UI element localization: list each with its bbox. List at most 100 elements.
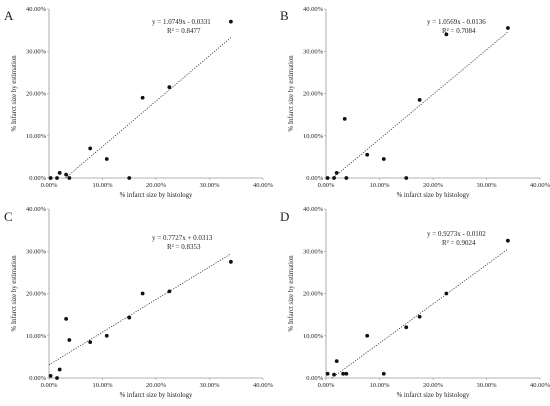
data-point: [325, 371, 330, 376]
chart-panel-c: C 0.00% 10.00% 20.00% 30.00% 40.00% 0.00% 10.00…: [4, 206, 274, 399]
y-tick-label: 10.00%: [26, 333, 47, 340]
data-point: [127, 176, 132, 180]
panel-letter: B: [280, 8, 289, 23]
data-point: [140, 95, 145, 100]
y-tick-label: 30.00%: [26, 248, 47, 255]
data-point: [104, 333, 109, 338]
panel-letter: D: [280, 209, 289, 224]
y-tick-label: 40.00%: [303, 206, 324, 213]
data-point: [55, 176, 59, 180]
data-point: [417, 97, 422, 102]
data-point: [342, 116, 347, 121]
x-tick-label: 30.00%: [476, 182, 497, 189]
x-tick-label: 20.00%: [423, 182, 444, 189]
y-tick-label: 10.00%: [303, 333, 324, 340]
y-tick-label: 30.00%: [303, 48, 324, 55]
data-point: [404, 176, 409, 180]
trendline: [48, 253, 232, 366]
data-point: [167, 289, 172, 294]
x-tick-label: 20.00%: [146, 182, 167, 189]
y-tick-label: 40.00%: [26, 206, 47, 213]
x-tick-label: 30.00%: [199, 382, 220, 389]
y-tick-label: 0.00%: [29, 375, 46, 382]
y-tick-label: 20.00%: [303, 291, 324, 298]
y-tick-label: 0.00%: [29, 175, 46, 182]
data-point: [334, 171, 339, 175]
data-point: [64, 172, 69, 177]
x-axis-title: % infarct size by histology: [397, 192, 470, 199]
y-tick-label: 0.00%: [306, 375, 323, 382]
x-tick-label: 10.00%: [369, 182, 390, 189]
x-tick-label: 30.00%: [476, 382, 497, 389]
x-axis-title: % infarct size by histology: [397, 392, 470, 399]
trendline: [65, 37, 232, 179]
data-point: [344, 176, 349, 180]
data-point: [404, 325, 409, 330]
data-point: [332, 372, 336, 377]
x-axis-title: % infarct size by histology: [120, 392, 193, 399]
trendline-equation: y = 1.0749x - 0.0331: [152, 18, 211, 26]
data-point: [334, 359, 339, 363]
data-point: [365, 152, 370, 157]
data-point: [48, 373, 53, 378]
chart-panel-a: A 0.00% 10.00% 20.00% 30.00% 40.00% 0.00% 10.00…: [4, 6, 274, 199]
y-axis-title: % Infarct size by estimation: [288, 255, 295, 332]
data-point: [341, 371, 346, 376]
y-tick-label: 40.00%: [303, 6, 324, 13]
x-tick-label: 10.00%: [92, 382, 113, 389]
x-tick-label: 20.00%: [423, 382, 444, 389]
data-point: [325, 176, 330, 180]
y-axis-title: % Infarct size by estimation: [11, 255, 18, 332]
data-point: [57, 367, 62, 372]
r-squared: R² = 0.8353: [167, 243, 201, 251]
x-tick-label: 40.00%: [253, 182, 274, 189]
trendline-equation: y = 0.7727x + 0.0313: [152, 234, 213, 242]
data-point: [229, 259, 233, 264]
data-point: [444, 291, 449, 296]
trendline-equation: y = 0.9273x - 0.0102: [427, 230, 486, 238]
y-tick-label: 20.00%: [303, 91, 324, 98]
data-point: [381, 157, 386, 161]
x-tick-label: 10.00%: [369, 382, 390, 389]
trendline: [331, 248, 509, 379]
y-axis-title: % Infarct size by estimation: [11, 55, 18, 132]
data-point: [506, 238, 510, 243]
data-point: [417, 314, 422, 319]
y-tick-label: 10.00%: [26, 133, 47, 140]
x-tick-label: 40.00%: [530, 182, 550, 189]
x-tick-label: 30.00%: [199, 182, 220, 189]
chart-panel-d: D 0.00% 10.00% 20.00% 30.00% 40.00% 0.00% 10.00…: [280, 206, 550, 399]
r-squared: R² = 0.9024: [442, 239, 476, 247]
panel-letter: A: [4, 8, 14, 23]
data-point: [48, 176, 53, 180]
y-axis-title: % Infarct size by estimation: [288, 55, 295, 132]
y-tick-label: 20.00%: [26, 91, 47, 98]
trendline: [332, 31, 509, 179]
data-point: [64, 316, 69, 321]
trendline-equation: y = 1.0569x - 0.0136: [427, 18, 486, 26]
y-tick-label: 30.00%: [26, 48, 47, 55]
x-tick-label: 0.00%: [41, 382, 58, 389]
data-point: [140, 291, 145, 296]
data-point: [444, 32, 449, 37]
y-tick-label: 40.00%: [26, 6, 47, 13]
panel-letter: C: [4, 209, 13, 224]
x-tick-label: 40.00%: [253, 382, 274, 389]
r-squared: R² = 0.8477: [167, 27, 201, 35]
x-tick-label: 0.00%: [318, 182, 335, 189]
data-point: [344, 371, 349, 376]
x-tick-label: 40.00%: [530, 382, 550, 389]
x-tick-label: 10.00%: [92, 182, 113, 189]
data-point: [57, 171, 62, 175]
data-point: [381, 371, 386, 376]
y-tick-label: 30.00%: [303, 248, 324, 255]
x-tick-label: 20.00%: [146, 382, 167, 389]
data-point: [229, 19, 233, 24]
y-tick-label: 20.00%: [26, 291, 47, 298]
data-point: [365, 333, 370, 338]
data-point: [127, 315, 132, 320]
data-point: [67, 338, 72, 342]
data-point: [55, 376, 59, 380]
r-squared: R² = 0.7084: [442, 27, 476, 35]
